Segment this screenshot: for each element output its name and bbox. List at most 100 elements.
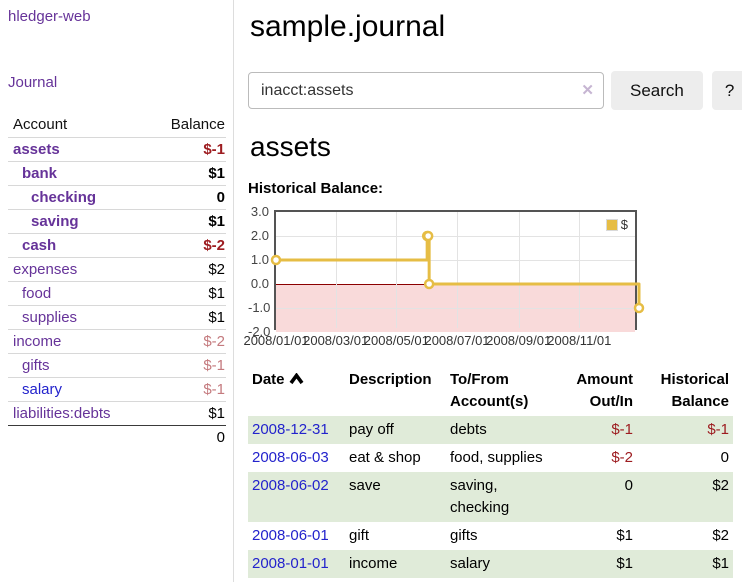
y-tick-label: -2.0	[248, 324, 271, 339]
transaction-date-link[interactable]: 2008-06-03	[252, 449, 329, 466]
account-link[interactable]: income	[13, 333, 62, 350]
account-name-cell: gifts	[8, 354, 145, 378]
transaction-date-link[interactable]: 2008-06-02	[252, 477, 329, 494]
historical-balance-chart: $ 3.0 2.0 1.0 0.0 -1.0 -2.0 2008/01/01 2008/03/…	[243, 204, 678, 350]
account-balance: $-2	[203, 333, 225, 350]
register-date-cell: 2008-01-01	[248, 550, 345, 578]
app-title-link[interactable]: hledger-web	[8, 8, 91, 25]
account-row: liabilities:debts $1	[8, 401, 226, 426]
accounts-total-value: 0	[216, 429, 225, 446]
sidebar-item-journal[interactable]: Journal	[8, 74, 58, 91]
account-name-cell: salary	[8, 378, 145, 402]
register-accounts-cell: saving, checking	[450, 477, 510, 516]
register-row: 2008-06-01 gift gifts $1 $2	[248, 522, 733, 550]
account-link[interactable]: cash	[22, 237, 57, 254]
x-tick-label: 2008/07/01	[424, 333, 490, 348]
search-input[interactable]	[248, 72, 604, 109]
account-link[interactable]: bank	[22, 165, 58, 182]
account-link[interactable]: saving	[31, 213, 79, 230]
account-row: saving $1	[8, 209, 226, 234]
vertical-gridline	[518, 212, 520, 328]
x-tick-label: 2008/09/01	[486, 333, 552, 348]
account-balance: $-2	[203, 237, 225, 254]
sidebar: hledger-web Journal Account Balance asse…	[0, 0, 234, 582]
y-tick-label: 2.0	[250, 228, 269, 243]
register-balance-cell: $2	[712, 527, 729, 544]
account-row: expenses $2	[8, 257, 226, 282]
series-line	[270, 230, 645, 314]
accounts-table: Account Balance assets $-1 bank $1 checking 0…	[8, 113, 226, 449]
x-tick-label: 2008/11/01	[547, 333, 612, 348]
account-row: supplies $1	[8, 305, 226, 330]
account-row: assets $-1	[8, 137, 226, 162]
account-link[interactable]: liabilities:debts	[13, 405, 111, 422]
account-row: gifts $-1	[8, 353, 226, 378]
account-balance: $-1	[203, 381, 225, 398]
register-accounts-cell: debts	[450, 421, 487, 438]
register-row: 2008-06-02 save saving, checking 0 $2	[248, 472, 733, 522]
register-accounts-cell: salary	[450, 555, 491, 572]
register-accounts-cell: gifts	[450, 527, 478, 544]
account-balance: 0	[216, 189, 225, 206]
transaction-date-link[interactable]: 2008-12-31	[252, 421, 329, 438]
account-name-cell: bank	[8, 162, 145, 186]
register-date-cell: 2008-06-02	[248, 472, 345, 522]
account-balance: $-1	[203, 141, 225, 158]
register-balance-cell: $2	[712, 477, 729, 494]
register-description-cell: gift	[349, 527, 370, 544]
account-name-cell: assets	[8, 138, 145, 162]
transaction-date-link[interactable]: 2008-01-01	[252, 555, 329, 572]
x-tick-label: 2008/01/01	[243, 333, 309, 348]
transaction-date-link[interactable]: 2008-06-01	[252, 527, 329, 544]
account-name-cell: expenses	[8, 258, 145, 282]
vertical-gridline	[457, 212, 458, 328]
chart-heading: Historical Balance:	[248, 180, 384, 197]
data-point	[423, 278, 435, 290]
register-header-description: Description	[349, 371, 432, 388]
register-header-balance: Historical Balance	[660, 371, 729, 410]
accounts-header-row: Account Balance	[8, 113, 226, 138]
chart-plot-area: $	[270, 210, 645, 332]
register-description-cell: save	[349, 477, 381, 494]
account-row: checking 0	[8, 185, 226, 210]
register-row: 2008-12-31 pay off debts $-1 $-1	[248, 416, 733, 444]
page-title: sample.journal	[250, 10, 446, 43]
register-header-date[interactable]: Date	[248, 366, 345, 416]
search-button[interactable]: Search	[611, 71, 703, 110]
account-link[interactable]: gifts	[22, 357, 50, 374]
accounts-header-balance: Balance	[170, 116, 225, 133]
sort-ascending-icon	[289, 370, 304, 392]
data-point	[633, 302, 645, 314]
register-table: Date Description To/From Account(s) Amou…	[248, 366, 733, 578]
horizontal-gridline	[276, 236, 635, 237]
clear-search-icon[interactable]: ✕	[581, 82, 594, 99]
account-link[interactable]: salary	[22, 381, 63, 398]
account-link[interactable]: expenses	[13, 261, 78, 278]
register-amount-cell: $1	[616, 527, 633, 544]
data-point	[422, 230, 434, 242]
register-balance-cell: $1	[712, 555, 729, 572]
x-tick-label: 2008/05/01	[363, 333, 429, 348]
account-name-cell: income	[8, 330, 145, 354]
register-row: 2008-06-03 eat & shop food, supplies $-2 0	[248, 444, 733, 472]
account-balance: $1	[208, 165, 225, 182]
register-row: 2008-01-01 income salary $1 $1	[248, 550, 733, 578]
search-box: ✕	[248, 72, 604, 109]
account-balance: $1	[208, 309, 225, 326]
y-tick-label: 0.0	[250, 276, 269, 291]
account-link[interactable]: food	[22, 285, 52, 302]
account-row: cash $-2	[8, 233, 226, 258]
register-amount-cell: 0	[624, 477, 633, 494]
register-header-accounts: To/From Account(s)	[450, 371, 529, 410]
account-link[interactable]: assets	[13, 141, 60, 158]
register-header-row: Date Description To/From Account(s) Amou…	[248, 366, 733, 416]
y-tick-label: -1.0	[248, 300, 271, 315]
register-amount-cell: $-2	[611, 449, 633, 466]
register-amount-cell: $1	[616, 555, 633, 572]
account-link[interactable]: checking	[31, 189, 97, 206]
account-link[interactable]: supplies	[22, 309, 78, 326]
account-balance: $1	[208, 213, 225, 230]
help-button[interactable]: ?	[711, 71, 742, 110]
accounts-total-row: 0	[8, 425, 226, 450]
